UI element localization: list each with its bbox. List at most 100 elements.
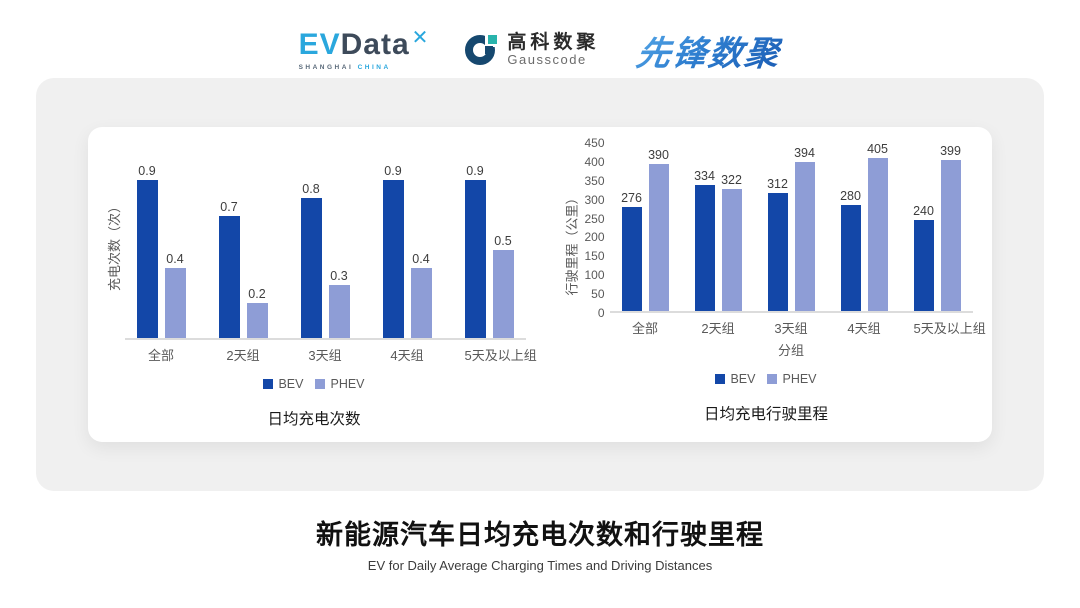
evdata-x-icon: ✕ [411, 26, 430, 49]
value-label: 280 [840, 189, 861, 203]
value-label: 0.8 [302, 182, 320, 196]
bar-bev [382, 180, 404, 338]
bar-cell: 399 [940, 143, 961, 311]
bar-cell: 0.7 [218, 165, 240, 338]
x-axis-categories: 全部 2天组 3天组 4天组 5天及以上组 [125, 345, 537, 364]
bar-bev [694, 185, 715, 311]
value-label: 240 [913, 204, 934, 218]
legend-label: BEV [730, 372, 756, 386]
legend-swatch-icon [263, 379, 274, 389]
legend: BEV PHEV [715, 372, 817, 386]
x-axis-label: 分组 [777, 343, 804, 358]
evdata-logo: EVData ✕ SHANGHAI CHINA [298, 26, 430, 71]
value-label: 0.5 [494, 234, 512, 248]
poster-title: 新能源汽车日均充电次数和行驶里程 [316, 520, 764, 550]
category-label: 2天组 [226, 348, 260, 363]
bar-cell: 0.4 [410, 165, 432, 338]
category-label: 全部 [631, 321, 658, 336]
legend-item-bev: BEV [715, 372, 755, 386]
gausscode-en-name: Gausscode [507, 52, 587, 68]
value-label: 276 [621, 191, 642, 205]
tick-label: 100 [584, 268, 605, 283]
evdata-data-text: Data [340, 27, 410, 61]
bar-cell: 0.9 [382, 164, 404, 338]
bar-cell: 240 [913, 143, 934, 311]
y-axis-label: 行驶里程（公里） [564, 190, 580, 296]
value-label: 0.3 [330, 269, 348, 283]
tick-label: 400 [584, 154, 605, 169]
legend-item-bev: BEV [263, 377, 303, 391]
bar-cell: 0.3 [328, 165, 350, 338]
logo-header: EVData ✕ SHANGHAI CHINA 高科数聚 Gausscode 先锋… [0, 0, 1080, 78]
category-label: 5天及以上组 [913, 321, 986, 336]
bar-phev [492, 250, 514, 338]
bar-cell: 0.9 [136, 164, 158, 338]
pioneer-data-logo: 先锋数聚 [634, 26, 785, 75]
tick-label: 150 [584, 249, 605, 264]
bar-group: 0.8 0.3 [300, 165, 350, 338]
bar-cell: 0.2 [246, 165, 268, 338]
bar-group: 0.9 0.5 [464, 164, 514, 338]
category-label: 2天组 [701, 321, 735, 336]
bar-phev [164, 268, 186, 338]
bar-group: 0.9 0.4 [382, 164, 432, 338]
bar-cell: 390 [648, 143, 669, 311]
legend-item-phev: PHEV [315, 377, 365, 391]
bar-group: 276 390 [621, 143, 669, 311]
bar-cell: 0.5 [492, 165, 514, 338]
tick-label: 200 [584, 230, 605, 245]
bar-bev [913, 220, 934, 311]
bar-cell: 312 [767, 143, 788, 311]
value-label: 399 [940, 144, 961, 158]
bar-cell: 280 [840, 143, 861, 311]
value-label: 322 [721, 173, 742, 187]
gausscode-logo: 高科数聚 Gausscode [465, 33, 599, 67]
value-label: 0.9 [466, 164, 484, 178]
tick-label: 50 [591, 287, 605, 302]
legend-item-phev: PHEV [767, 372, 817, 386]
category-label: 4天组 [847, 321, 881, 336]
bar-cell: 394 [794, 143, 815, 311]
bar-cell: 0.4 [164, 165, 186, 338]
bar-cell: 276 [621, 143, 642, 311]
bar-cell: 322 [721, 143, 742, 311]
x-axis-categories: 全部 2天组 3天组 4天组 5天及以上组 [610, 318, 986, 337]
value-label: 312 [767, 177, 788, 191]
value-label: 405 [867, 142, 888, 156]
value-label: 0.7 [220, 200, 238, 214]
bar-bev [840, 205, 861, 311]
bar-cell: 0.9 [464, 164, 486, 338]
legend-swatch-icon [315, 379, 326, 389]
value-label: 0.2 [248, 287, 266, 301]
category-label: 3天组 [308, 348, 342, 363]
bar-group: 280 405 [840, 142, 888, 311]
value-label: 390 [648, 148, 669, 162]
plot-area: 276 390 334 322 312 394 280 405 240 399 [609, 142, 973, 313]
bar-group: 312 394 [767, 143, 815, 311]
bar-phev [867, 158, 888, 311]
value-label: 334 [694, 169, 715, 183]
bar-bev [767, 193, 788, 311]
bar-phev [648, 164, 669, 311]
value-label: 0.4 [412, 252, 430, 266]
bar-phev [410, 268, 432, 338]
legend-label: PHEV [782, 372, 817, 386]
y-axis-ticks: 450 400 350 300 250 200 150 100 50 0 [582, 137, 610, 319]
value-label: 0.9 [384, 164, 402, 178]
tick-label: 250 [584, 211, 605, 226]
evdata-subtext: SHANGHAI CHINA [298, 63, 391, 71]
gausscode-cn-name: 高科数聚 [507, 32, 600, 54]
legend-label: PHEV [330, 377, 365, 391]
bar-phev [794, 162, 815, 311]
bar-phev [328, 285, 350, 338]
tick-label: 450 [584, 136, 605, 150]
bar-group: 0.7 0.2 [218, 165, 268, 338]
bar-bev [218, 216, 240, 338]
evdata-ev-text: EV [298, 27, 341, 61]
bar-phev [246, 303, 268, 338]
bar-group: 240 399 [913, 143, 961, 311]
value-label: 0.4 [166, 252, 184, 266]
bar-cell: 0.8 [300, 165, 322, 338]
tick-label: 0 [597, 306, 605, 320]
category-label: 3天组 [774, 321, 808, 336]
